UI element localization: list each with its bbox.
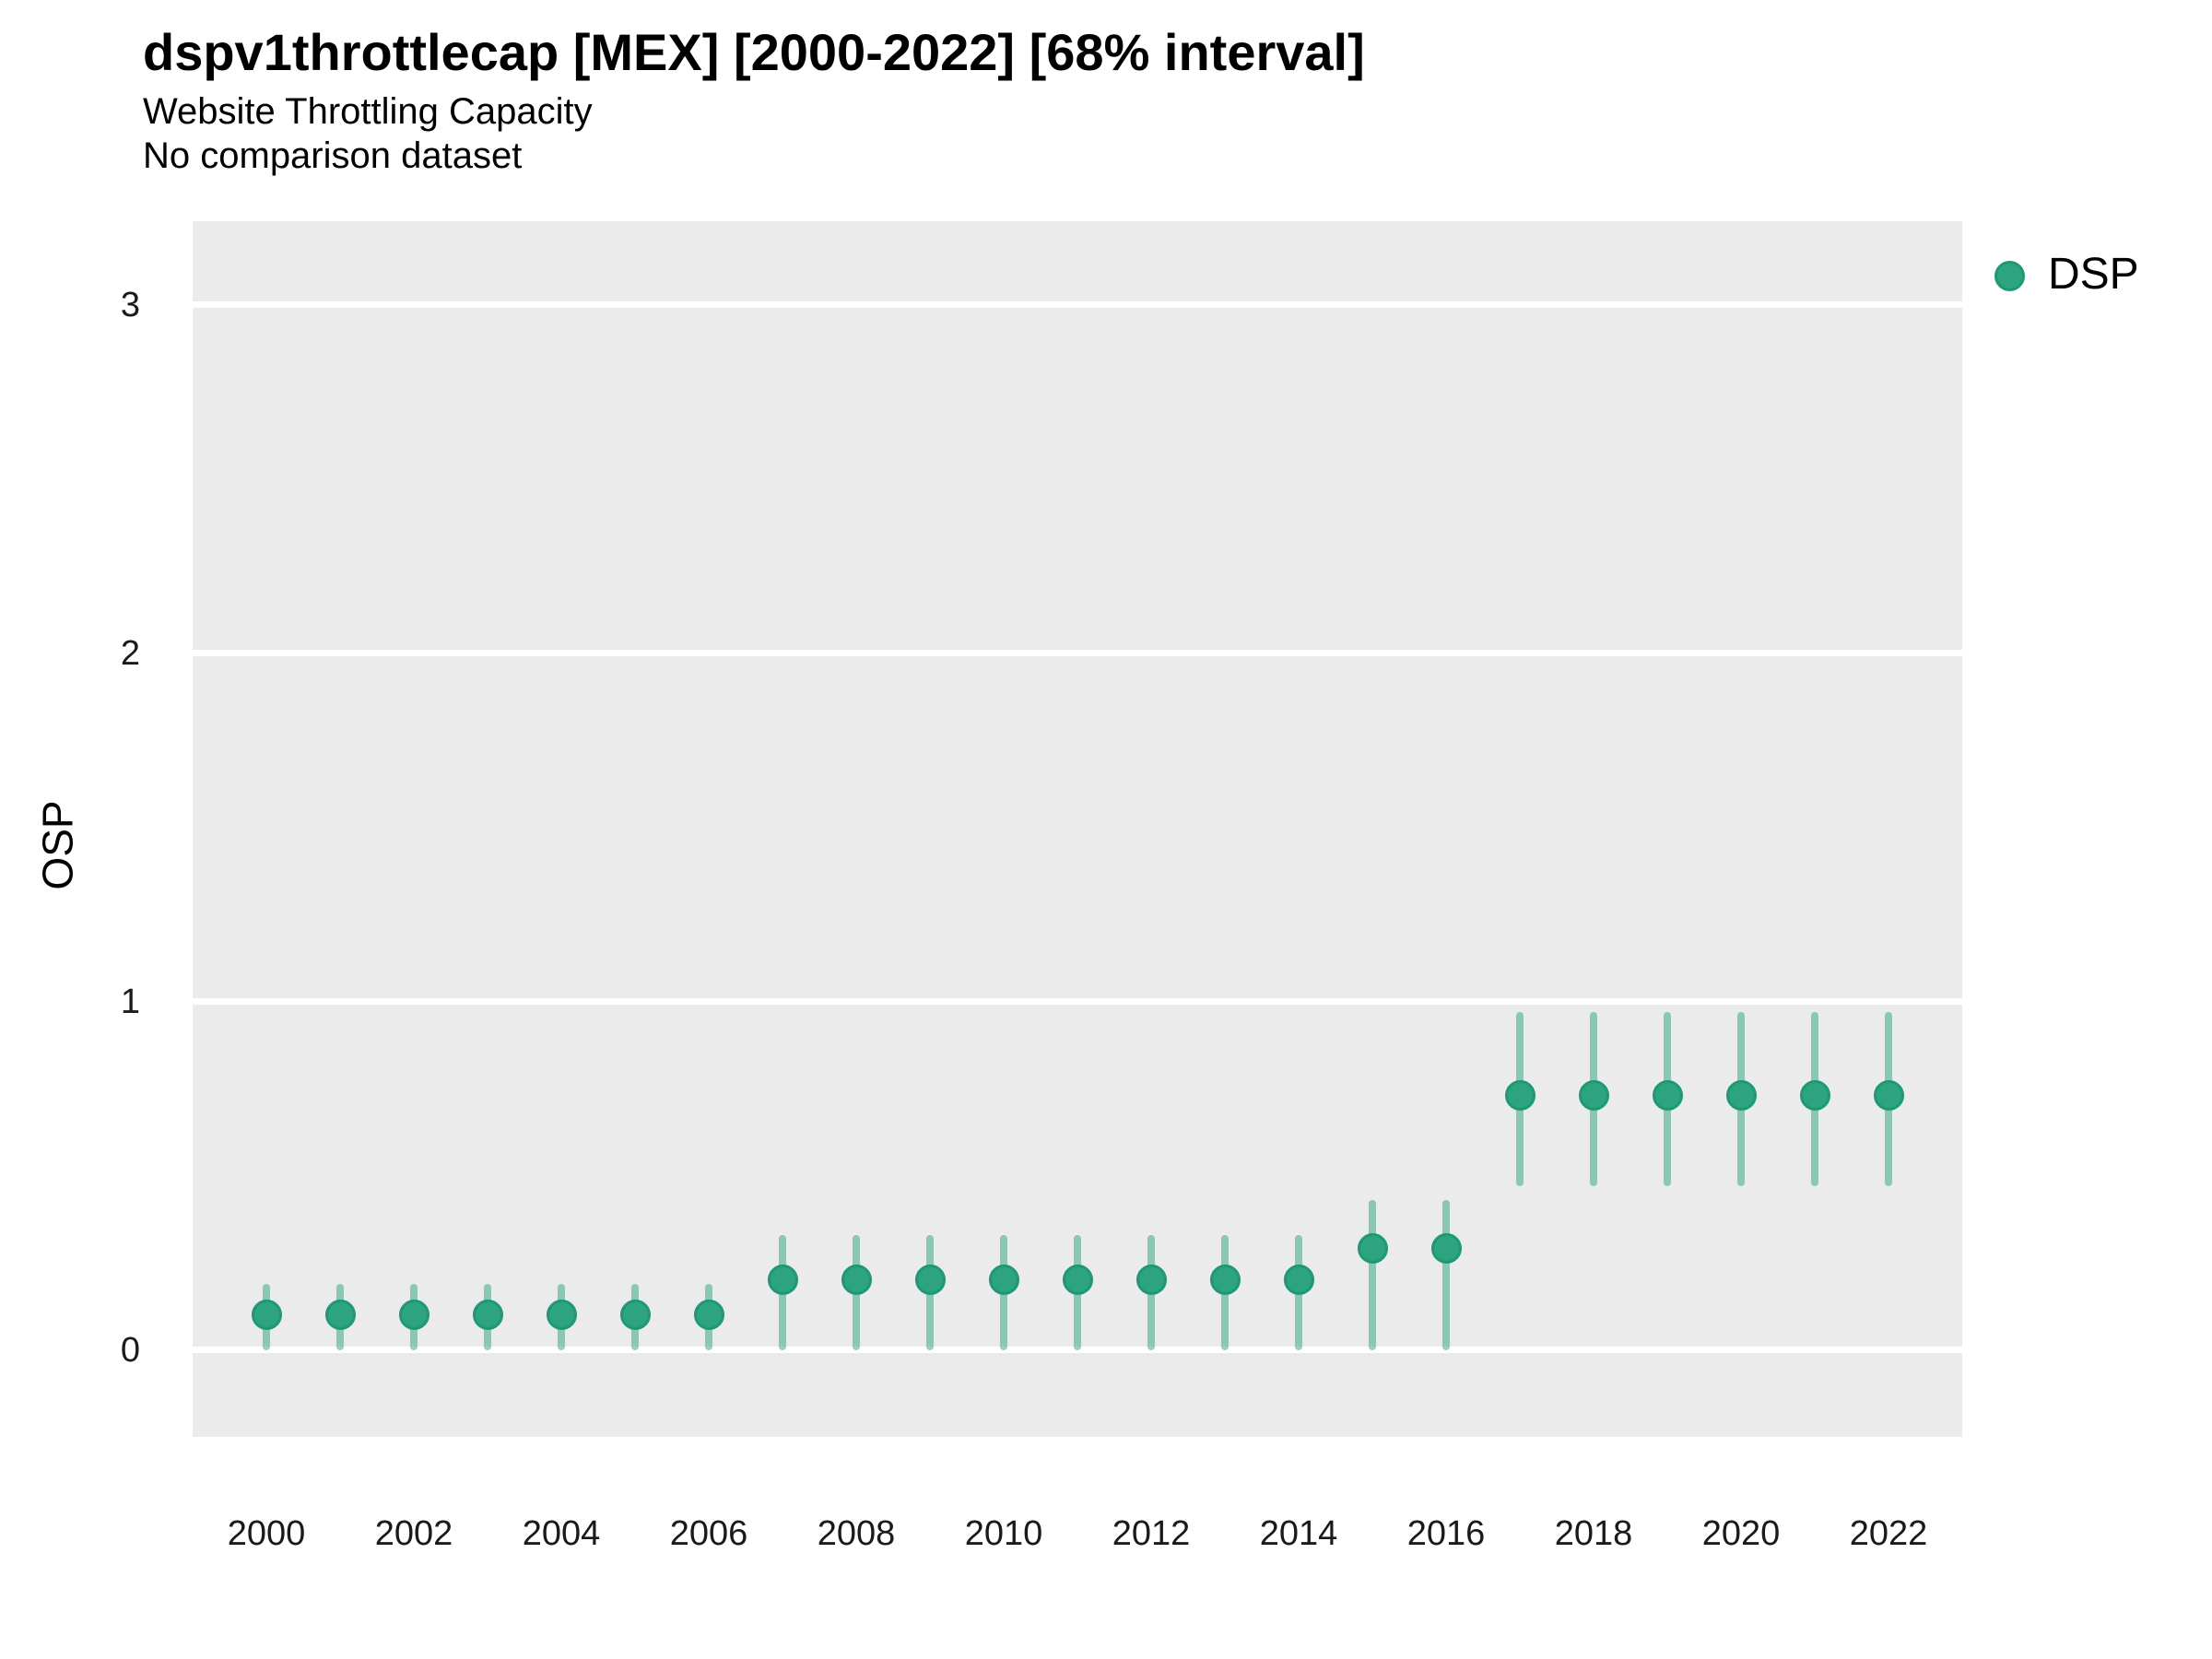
y-tick-label-0: 0 <box>120 1330 140 1370</box>
legend-label: DSP <box>2048 250 2139 299</box>
data-point-2012 <box>1135 1265 1167 1296</box>
x-tick-label-2018: 2018 <box>1554 1514 1633 1553</box>
y-tick-label-2: 2 <box>120 633 140 673</box>
data-point-2003 <box>472 1300 503 1331</box>
data-point-2015 <box>1357 1233 1388 1265</box>
x-tick-label-2012: 2012 <box>1112 1514 1191 1553</box>
data-point-2017 <box>1504 1080 1535 1112</box>
data-point-2018 <box>1578 1080 1609 1112</box>
data-point-2006 <box>693 1300 724 1331</box>
plot-panel <box>193 221 1962 1437</box>
x-tick-label-2000: 2000 <box>227 1514 306 1553</box>
x-tick-label-2022: 2022 <box>1849 1514 1928 1553</box>
x-tick-label-2014: 2014 <box>1259 1514 1338 1553</box>
interval-bar-2015 <box>1369 1200 1376 1350</box>
data-point-2019 <box>1652 1080 1683 1112</box>
data-point-2013 <box>1209 1265 1241 1296</box>
data-point-2004 <box>546 1300 577 1331</box>
legend-point-icon <box>1994 261 2025 291</box>
gridline-y-3 <box>193 301 1962 309</box>
data-point-2014 <box>1283 1265 1314 1296</box>
y-tick-label-3: 3 <box>120 285 140 324</box>
gridline-y-2 <box>193 650 1962 657</box>
data-point-2022 <box>1873 1080 1904 1112</box>
chart-subtitle-2: No comparison dataset <box>143 135 523 176</box>
y-tick-label-1: 1 <box>120 982 140 1021</box>
x-tick-label-2008: 2008 <box>817 1514 896 1553</box>
x-tick-label-2010: 2010 <box>964 1514 1043 1553</box>
x-tick-label-2002: 2002 <box>374 1514 453 1553</box>
interval-bar-2016 <box>1442 1200 1450 1350</box>
y-axis-title: OSP <box>33 800 82 890</box>
x-tick-label-2016: 2016 <box>1406 1514 1486 1553</box>
x-tick-label-2020: 2020 <box>1701 1514 1781 1553</box>
data-point-2010 <box>988 1265 1019 1296</box>
data-point-2016 <box>1430 1233 1462 1265</box>
data-point-2001 <box>324 1300 356 1331</box>
data-point-2020 <box>1725 1080 1757 1112</box>
data-point-2007 <box>767 1265 798 1296</box>
data-point-2002 <box>398 1300 429 1331</box>
data-point-2021 <box>1799 1080 1830 1112</box>
chart-title: dspv1throttlecap [MEX] [2000-2022] [68% … <box>143 23 1365 81</box>
data-point-2000 <box>251 1300 282 1331</box>
data-point-2008 <box>841 1265 872 1296</box>
x-tick-label-2006: 2006 <box>669 1514 748 1553</box>
chart-subtitle-1: Website Throttling Capacity <box>143 91 593 132</box>
gridline-y-1 <box>193 998 1962 1006</box>
gridline-y-0 <box>193 1347 1962 1354</box>
data-point-2009 <box>914 1265 946 1296</box>
x-tick-label-2004: 2004 <box>522 1514 601 1553</box>
data-point-2005 <box>619 1300 651 1331</box>
data-point-2011 <box>1062 1265 1093 1296</box>
